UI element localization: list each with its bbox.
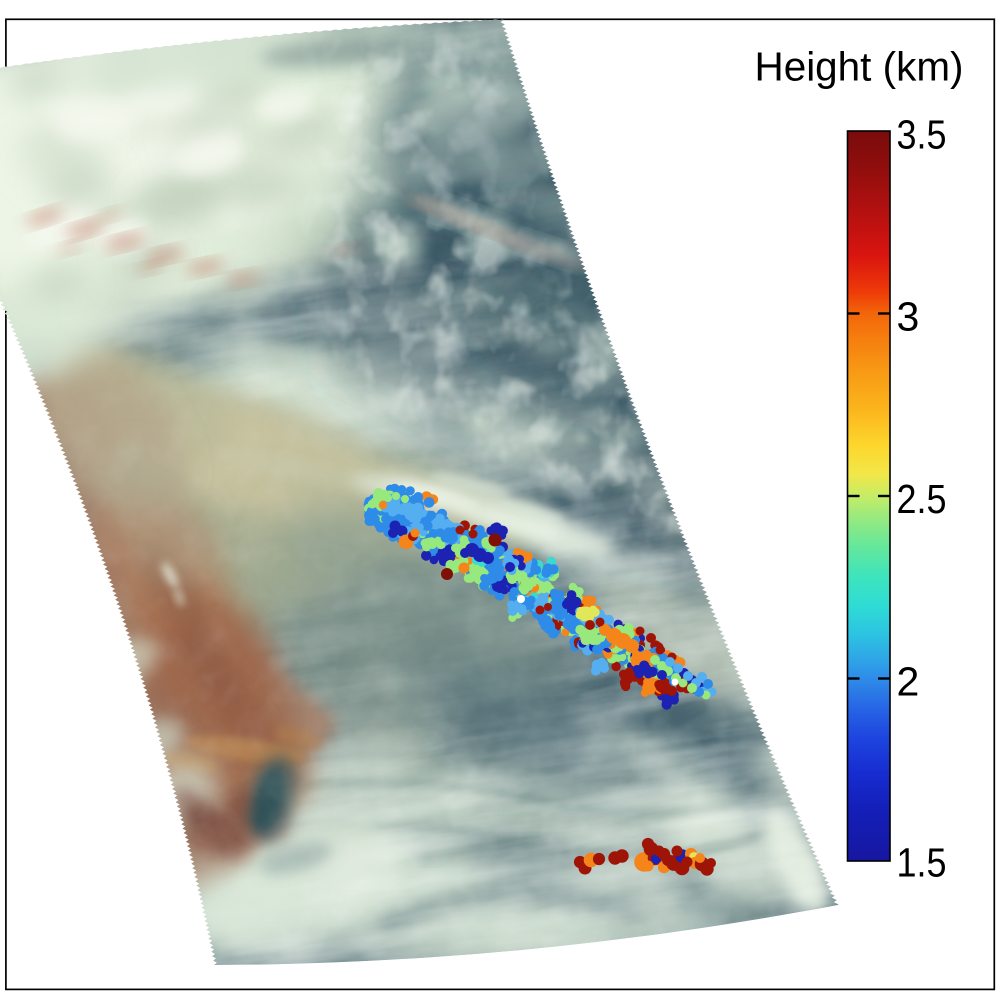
svg-text:2.5: 2.5 xyxy=(897,476,947,522)
svg-text:Height (km): Height (km) xyxy=(755,44,964,90)
svg-text:2: 2 xyxy=(897,659,920,705)
svg-text:3: 3 xyxy=(897,294,920,340)
svg-text:1.5: 1.5 xyxy=(897,840,947,886)
svg-text:3.5: 3.5 xyxy=(897,112,947,158)
